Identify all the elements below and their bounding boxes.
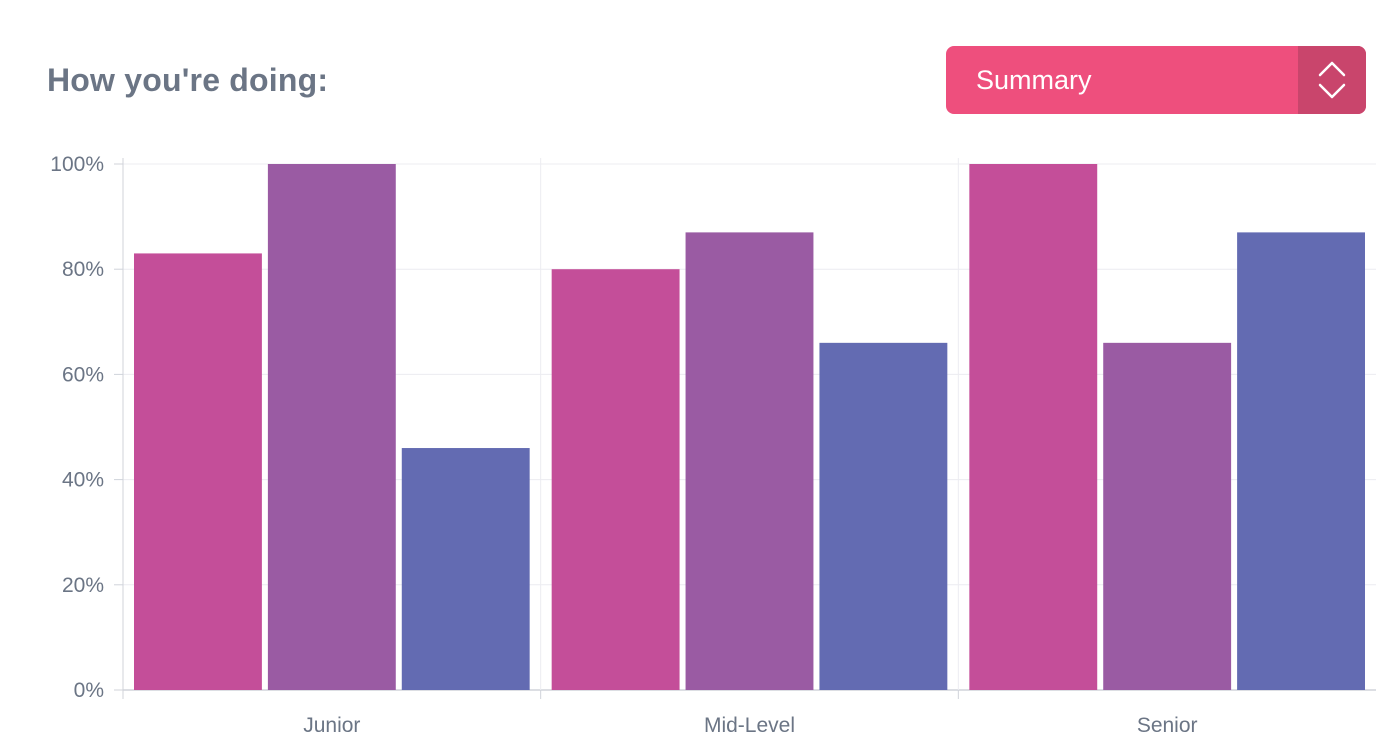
x-tick-label: Junior bbox=[303, 714, 360, 737]
y-tick-label: 0% bbox=[74, 679, 104, 702]
x-tick-label: Senior bbox=[1137, 714, 1198, 737]
x-tick-label: Mid-Level bbox=[704, 714, 795, 737]
bar-mid-level-1[interactable] bbox=[551, 269, 680, 690]
page-title: How you're doing: bbox=[47, 62, 329, 98]
chevron-up-down-icon[interactable] bbox=[1298, 46, 1366, 114]
bar-senior-3[interactable] bbox=[1237, 232, 1365, 690]
y-tick-label: 60% bbox=[62, 363, 104, 386]
bar-junior-3[interactable] bbox=[401, 448, 530, 690]
y-tick-label: 20% bbox=[62, 574, 104, 597]
summary-select[interactable]: Summary bbox=[946, 46, 1366, 114]
summary-select-value: Summary bbox=[976, 65, 1092, 95]
y-tick-label: 80% bbox=[62, 258, 104, 281]
y-tick-label: 100% bbox=[50, 153, 104, 176]
bar-junior-2[interactable] bbox=[267, 164, 396, 690]
bar-junior-1[interactable] bbox=[134, 253, 262, 691]
bar-senior-1[interactable] bbox=[969, 164, 1098, 690]
bar-senior-2[interactable] bbox=[1103, 342, 1232, 690]
bar-mid-level-2[interactable] bbox=[685, 232, 814, 690]
y-tick-label: 40% bbox=[62, 469, 104, 492]
bar-mid-level-3[interactable] bbox=[819, 342, 948, 690]
